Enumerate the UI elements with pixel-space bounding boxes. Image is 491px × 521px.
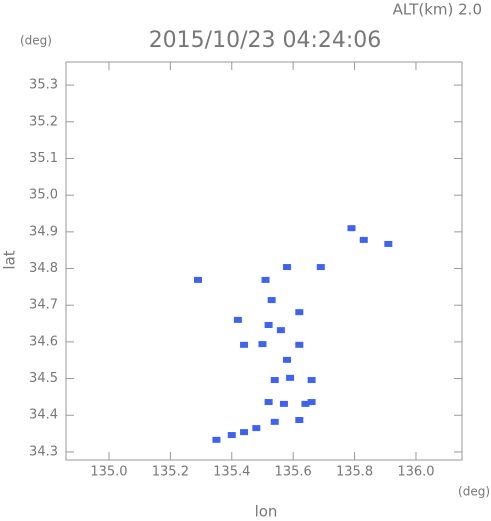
x-tick-label: 135.2	[152, 465, 189, 480]
echo-cell	[240, 341, 249, 348]
y-unit: (deg)	[20, 34, 52, 48]
echo-cell	[194, 276, 202, 283]
echo-cell	[384, 240, 393, 247]
y-tick-label: 35.3	[29, 78, 58, 93]
echo-cell	[295, 417, 304, 424]
altitude-label: ALT(km) 2.0	[393, 1, 482, 19]
chart-title: 2015/10/23 04:24:06	[149, 28, 382, 53]
echo-cell	[270, 377, 279, 384]
echo-cell	[276, 327, 285, 334]
y-tick-label: 34.7	[29, 298, 58, 313]
y-tick-label: 35.0	[29, 188, 58, 203]
y-tick-label: 34.8	[29, 261, 58, 276]
echo-cell	[279, 400, 288, 407]
x-unit: (deg)	[458, 485, 490, 499]
echo-cell	[359, 236, 368, 243]
y-tick-label: 34.9	[29, 224, 58, 239]
echo-cell	[295, 341, 304, 348]
echo-cell	[264, 322, 273, 329]
y-tick-label: 34.3	[29, 444, 58, 459]
y-tick-label: 34.6	[29, 334, 58, 349]
echo-cell	[267, 297, 276, 304]
echo-cell	[347, 225, 356, 232]
echo-cell	[283, 264, 292, 271]
x-axis-label: lon	[255, 503, 278, 521]
echo-cell	[233, 316, 242, 323]
y-tick-label: 35.2	[29, 114, 58, 129]
y-tick-label: 35.1	[29, 151, 58, 166]
echo-cell	[227, 432, 236, 439]
echo-cell	[270, 418, 279, 425]
y-tick-label: 34.4	[29, 408, 58, 423]
echo-cell	[240, 429, 249, 436]
echo-cell	[307, 399, 316, 406]
echo-cell	[316, 264, 325, 271]
x-tick-label: 135.0	[90, 465, 127, 480]
echo-cell	[286, 374, 295, 381]
x-tick-label: 136.0	[397, 465, 434, 480]
echo-cell	[258, 341, 267, 348]
y-tick-label: 34.5	[29, 371, 58, 386]
plot-frame	[65, 61, 463, 461]
x-tick-label: 135.4	[213, 465, 250, 480]
echo-cell	[301, 400, 310, 407]
x-tick-label: 135.6	[275, 465, 312, 480]
echo-cell	[212, 436, 221, 443]
echo-cell	[261, 276, 270, 283]
x-tick-label: 135.8	[336, 465, 373, 480]
echo-cell	[307, 377, 316, 384]
y-axis-label: lat	[1, 250, 19, 269]
echo-cell	[295, 309, 304, 316]
echo-cell	[264, 399, 273, 406]
echo-cell	[252, 425, 261, 432]
echo-cell	[283, 356, 292, 363]
